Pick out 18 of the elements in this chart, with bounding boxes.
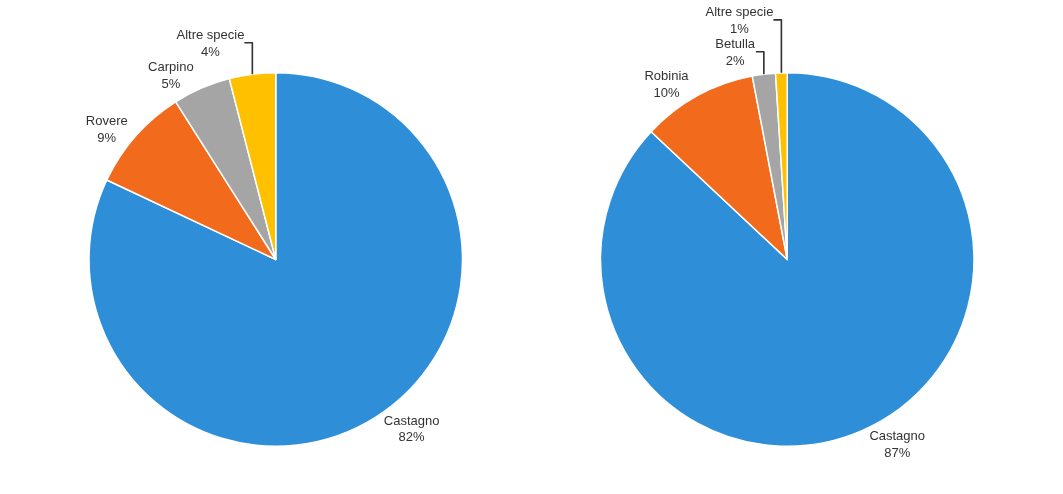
data-label: 5% (161, 75, 181, 91)
data-label: 82% (398, 429, 426, 445)
slice-label: Altre specie (176, 26, 245, 42)
slice-label: Castagno (383, 412, 440, 428)
pie-slice (88, 72, 464, 447)
data-label: 10% (653, 84, 680, 100)
slice-label: Altre specie (705, 3, 774, 19)
slice-label: Carpino (148, 58, 194, 74)
data-label: 2% (725, 52, 746, 68)
slice-label: Robinia (644, 67, 690, 83)
pie-slice (599, 72, 975, 447)
slice-label: Betulla (715, 35, 756, 51)
data-label: 1% (730, 20, 750, 36)
data-label: 87% (884, 445, 911, 461)
data-label: 4% (201, 43, 221, 59)
slice-label: Castagno (869, 428, 926, 444)
slice-label: Rovere (85, 113, 128, 129)
data-label: 9% (97, 129, 117, 145)
